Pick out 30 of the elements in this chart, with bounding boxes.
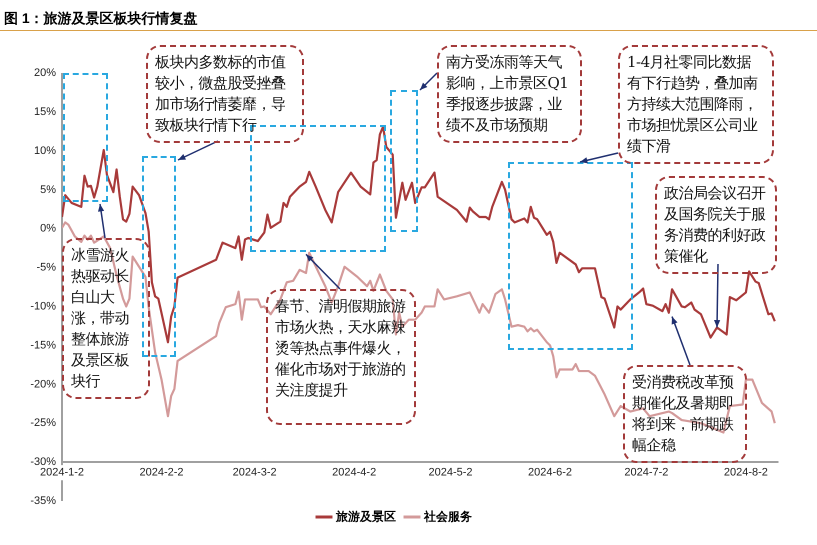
y-tick-label: 10% — [34, 144, 56, 157]
annotation: 冰雪游火热驱动长白山大涨，带动整体旅游及景区板块行 — [62, 238, 150, 399]
legend-label: 旅游及景区 — [335, 509, 396, 524]
y-tick-label: 0% — [40, 222, 56, 235]
y-tick-label: -25% — [30, 417, 56, 430]
annotation: 板块内多数标的市值较小，微盘股受挫叠加市场行情萎靡，导致板块行情下行 — [146, 45, 304, 143]
chart-title: 图 1：旅游及景区板块行情复盘 — [4, 10, 198, 28]
y-tick-label: -20% — [30, 378, 56, 390]
y-tick-label: 15% — [34, 106, 56, 118]
y-tick-label: -10% — [30, 300, 56, 312]
x-tick-label: 2024-2-2 — [140, 466, 184, 479]
annotation: 受消费税改革预期催化及暑期即将到来，前期跌幅企稳 — [623, 365, 747, 463]
annotation: 春节、清明假期旅游市场火热，天水麻辣烫等热点事件爆火，催化市场对于旅游的关注度提升 — [266, 289, 416, 425]
x-tick-label: 2024-5-2 — [428, 466, 473, 479]
annotation: 1-4月社零同比数据有下行趋势，叠加南方持续大范围降雨，市场担忧景区公司业绩下滑 — [618, 45, 774, 164]
y-tick-label: -35% — [30, 495, 56, 508]
y-tick-label: 20% — [34, 67, 56, 80]
y-tick-label: -30% — [30, 456, 56, 468]
x-tick-label: 2024-4-2 — [332, 466, 376, 479]
y-tick-label: -5% — [36, 262, 56, 274]
x-tick-label: 2024-7-2 — [624, 466, 668, 479]
annotation: 南方受冻雨等天气影响，上市景区Q1季报逐步披露，业绩不及市场预期 — [437, 45, 582, 143]
annotation: 政治局会议召开及国务院关于服务消费的利好政策催化 — [655, 176, 777, 274]
legend-label: 社会服务 — [423, 509, 472, 524]
y-tick-label: 5% — [40, 184, 56, 196]
x-tick-label: 2024-3-2 — [232, 466, 277, 479]
x-tick-label: 2024-1-2 — [40, 466, 84, 479]
x-tick-label: 2024-6-2 — [528, 466, 572, 479]
y-tick-label: -15% — [30, 339, 56, 352]
x-tick-label: 2024-8-2 — [724, 466, 768, 479]
